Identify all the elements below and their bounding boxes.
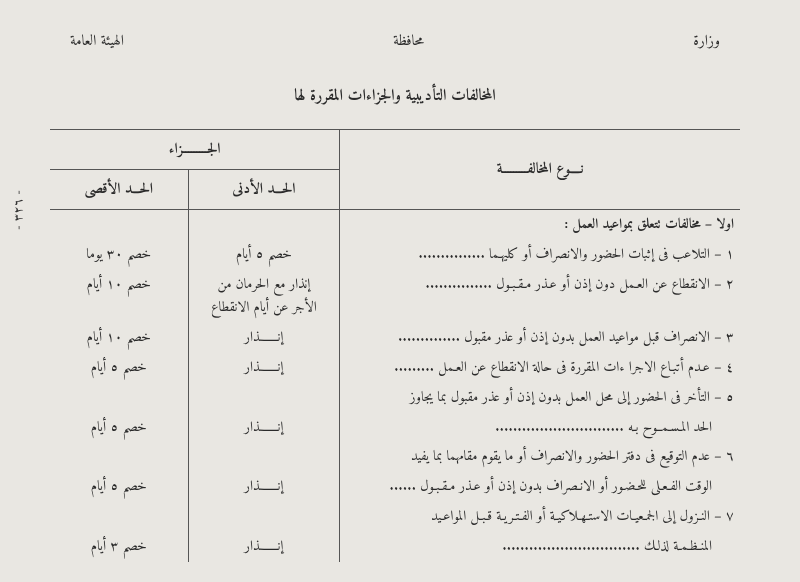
col-min: الحـــد الأدنى [188, 170, 340, 210]
table-row: الوقت الفـعـلى للحـضـور أو الانـصراف بدو… [50, 472, 740, 502]
penalty-min: إنـــــــذار [188, 532, 340, 562]
penalty-min [188, 502, 340, 532]
table-row: ٤ – عـدم أتبـاع الاجرا ءات المقررة فى حا… [50, 353, 740, 383]
penalty-min [188, 442, 340, 472]
table-row: ٧ – النـزول إلى الجمـعيـات الاستـهـلاكيـ… [50, 502, 740, 532]
table-row: الحد المـسـمــوح بـه ...................… [50, 413, 740, 443]
violation-text: ٢ – الانقطاع عن العـمل دون إذن أو عـذر م… [340, 270, 740, 324]
col-penalty: الجـــــــــزاء [50, 130, 340, 170]
violation-text: ٣ – الانصراف قبل مواعيد العمل بدون إذن أ… [340, 323, 740, 353]
penalty-max: خصم ٥ أيام [50, 353, 188, 383]
col-max: الحـــد الأقصى [50, 170, 188, 210]
header-line: وزارة محافظة الهيئة العامة [50, 28, 740, 55]
penalty-max: خصم ٥ أيام [50, 413, 188, 443]
table-row: المنـظـمـة لذلـك .......................… [50, 532, 740, 562]
header-center: محافظة [393, 28, 424, 55]
penalty-max: خصم ٣ أيام [50, 532, 188, 562]
cell-empty [50, 210, 188, 240]
page: وزارة محافظة الهيئة العامة المخالفات الت… [0, 0, 800, 582]
penalty-max [50, 442, 188, 472]
penalty-min [188, 383, 340, 413]
penalty-min: إنـــــــذار [188, 413, 340, 443]
header-left: الهيئة العامة [70, 28, 124, 55]
col-violation-type: نــــوع المخالفـــــــــة [340, 130, 740, 210]
penalty-max: خصم ٣٠ يوما [50, 240, 188, 270]
violation-text: الحد المـسـمــوح بـه ...................… [340, 413, 740, 443]
table-row: ٣ – الانصراف قبل مواعيد العمل بدون إذن أ… [50, 323, 740, 353]
violation-text: المنـظـمـة لذلـك .......................… [340, 532, 740, 562]
table-row: ٢ – الانقطاع عن العـمل دون إذن أو عـذر م… [50, 270, 740, 324]
penalty-min: إنـــــــذار [188, 323, 340, 353]
violation-text: الوقت الفـعـلى للحـضـور أو الانـصراف بدو… [340, 472, 740, 502]
penalty-min: إنـــــــذار [188, 472, 340, 502]
violation-text: ١ – التلاعب فى إثبات الحضور والانصراف أو… [340, 240, 740, 270]
penalty-min: إنـــــــذار [188, 353, 340, 383]
table-row: ٦ – عدم التوقيع فى دفتر الحضور والانصراف… [50, 442, 740, 472]
table-row: ١ – التلاعب فى إثبات الحضور والانصراف أو… [50, 240, 740, 270]
page-number: - ٣٢٦ - [8, 190, 31, 230]
violation-text: ٥ – التأخر فى الحضور إلى محل العمل بدون … [340, 383, 740, 413]
violation-text: ٦ – عدم التوقيع فى دفتر الحضور والانصراف… [340, 442, 740, 472]
violation-text: ٧ – النـزول إلى الجمـعيـات الاستـهـلاكيـ… [340, 502, 740, 532]
penalty-max [50, 383, 188, 413]
cell-empty [188, 210, 340, 240]
section-heading: اولا – مخالفات تتعلق بمواعيد العمل : [340, 210, 740, 240]
penalty-min: خصم ٥ أيام [188, 240, 340, 270]
violations-table: نــــوع المخالفـــــــــة الجـــــــــزا… [50, 129, 740, 562]
penalty-max: خصم ١٠ أيام [50, 323, 188, 353]
table-row: ٥ – التأخر فى الحضور إلى محل العمل بدون … [50, 383, 740, 413]
page-title: المخالفات التأديبية والجزاءات المقررة له… [50, 83, 740, 111]
violation-text: ٤ – عـدم أتبـاع الاجرا ءات المقررة فى حا… [340, 353, 740, 383]
header-right: وزارة [693, 28, 720, 55]
penalty-max: خصم ١٠ أيام [50, 270, 188, 324]
penalty-min: إنذار مع الحرمان منالأجر عن أيام الانقطا… [188, 270, 340, 324]
penalty-max [50, 502, 188, 532]
penalty-max: خصم ٥ أيام [50, 472, 188, 502]
